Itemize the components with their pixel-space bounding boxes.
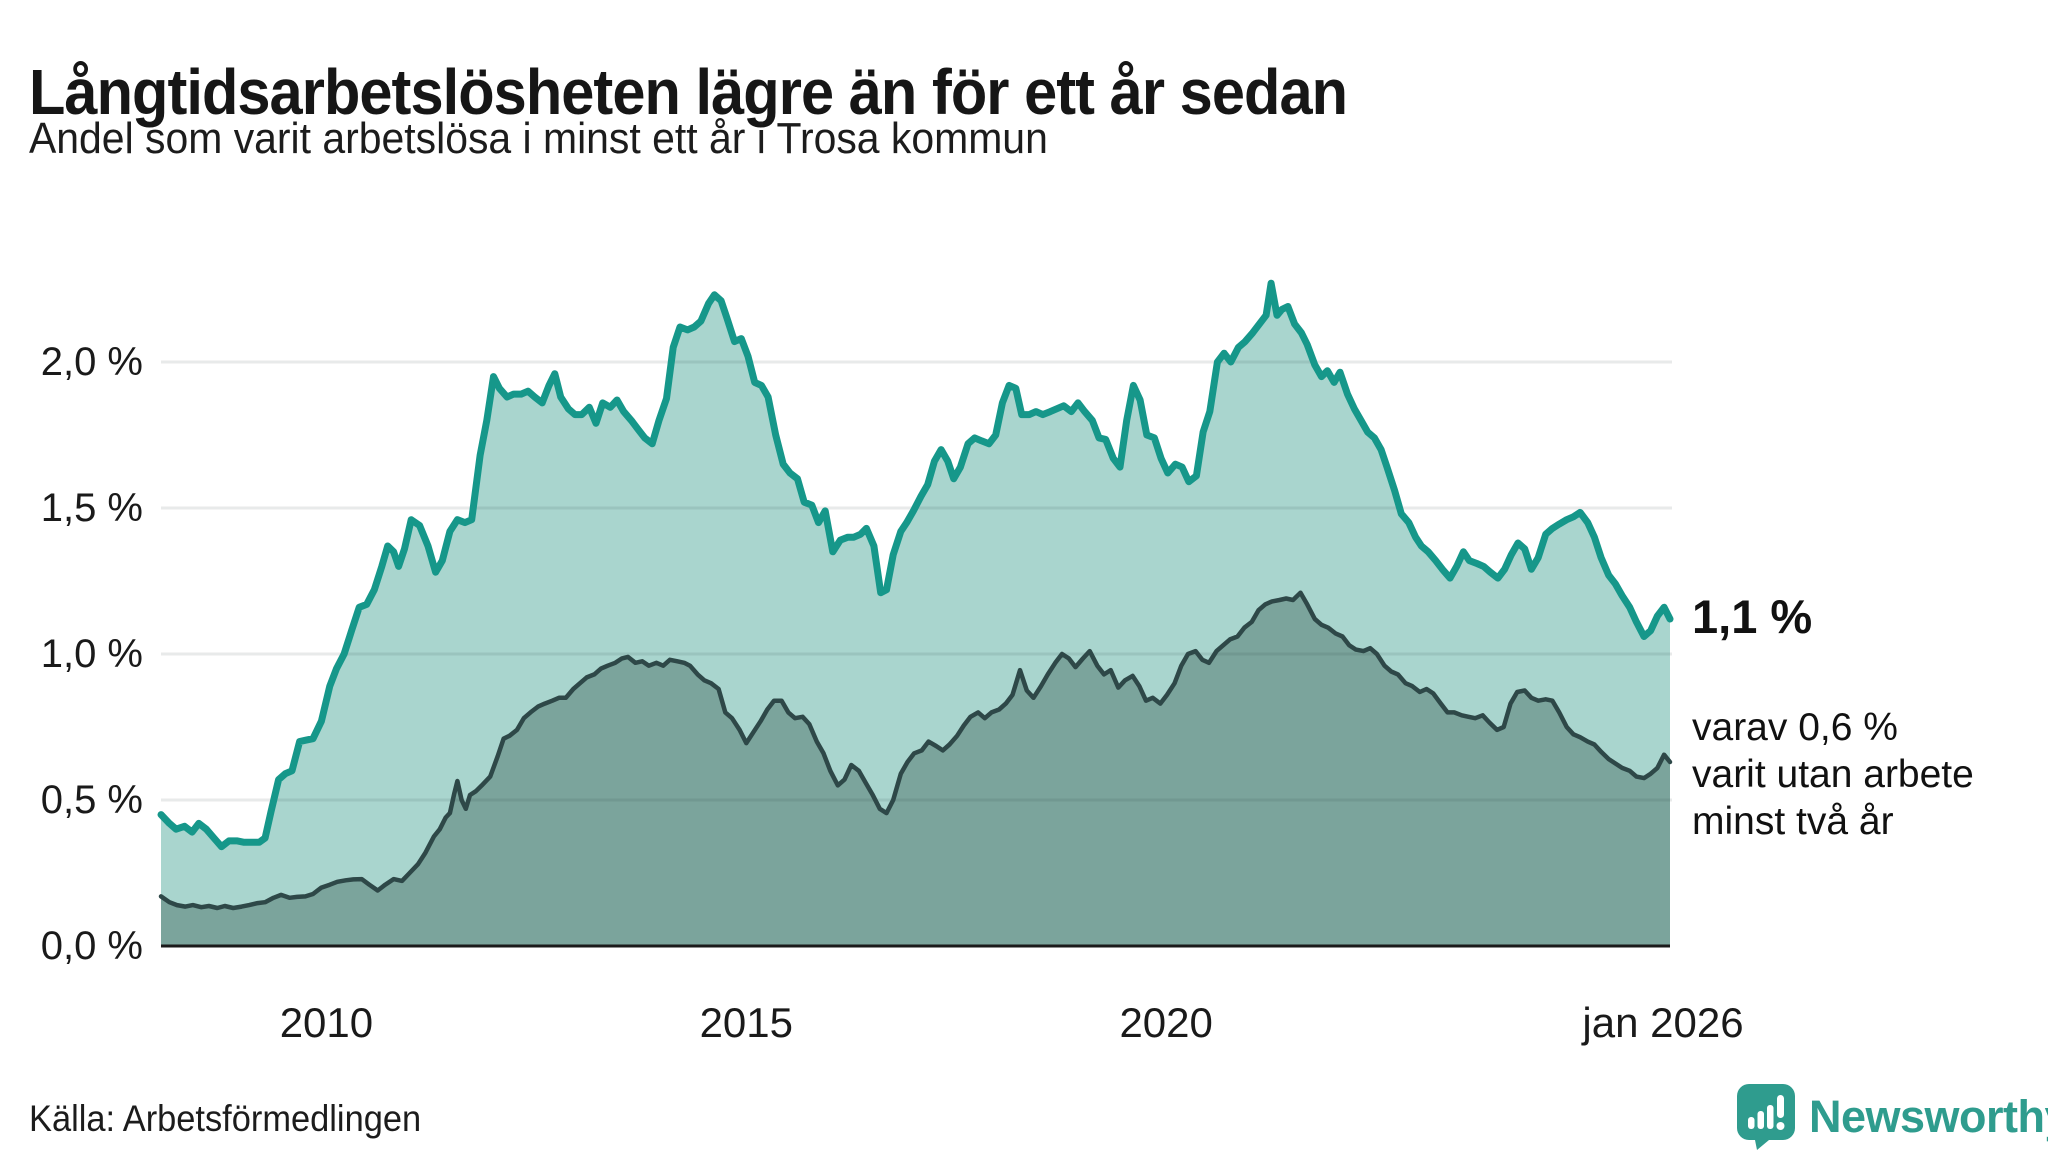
note-line: varit utan arbete	[1692, 752, 1974, 796]
page-title: Långtidsarbetslösheten lägre än för ett …	[29, 55, 1446, 129]
y-tick-label: 0,5 %	[40, 778, 143, 822]
line-one-year	[157, 279, 1674, 851]
series-end-note: varav 0,6 % varit utan arbete minst två år	[1692, 705, 1974, 845]
y-tick-label: 2,0 %	[40, 340, 143, 384]
x-tick-label: 2010	[279, 999, 374, 1046]
note-line: varav 0,6 %	[1692, 705, 1898, 749]
source-label: Källa: Arbetsförmedlingen	[29, 1098, 451, 1140]
series-end-value-label: 1,1 %	[1692, 589, 1813, 643]
source-text: Källa: Arbetsförmedlingen	[29, 1098, 422, 1139]
area-fill-two-year	[161, 592, 1670, 946]
newsworthy-wordmark: Newsworthy	[1809, 1091, 2048, 1142]
y-tick-label: 0,0 %	[40, 924, 143, 968]
newsworthy-logo: Newsworthy	[1737, 1084, 2048, 1150]
note-line: minst två år	[1692, 799, 1894, 843]
page-title-text: Långtidsarbetslösheten lägre än för ett …	[29, 55, 1348, 128]
y-tick-label: 1,0 %	[40, 632, 143, 676]
x-tick-label: jan 2026	[1582, 999, 1744, 1046]
x-tick-label: 2015	[699, 999, 793, 1046]
newsworthy-bubble-icon	[1737, 1084, 1795, 1150]
chart-subtitle-text: Andel som varit arbetslösa i minst ett å…	[29, 114, 1048, 163]
x-tick-label: 2020	[1119, 999, 1213, 1046]
line-two-year	[158, 590, 1673, 911]
chart-subtitle: Andel som varit arbetslösa i minst ett å…	[29, 114, 1125, 164]
y-tick-label: 1,5 %	[40, 486, 143, 530]
